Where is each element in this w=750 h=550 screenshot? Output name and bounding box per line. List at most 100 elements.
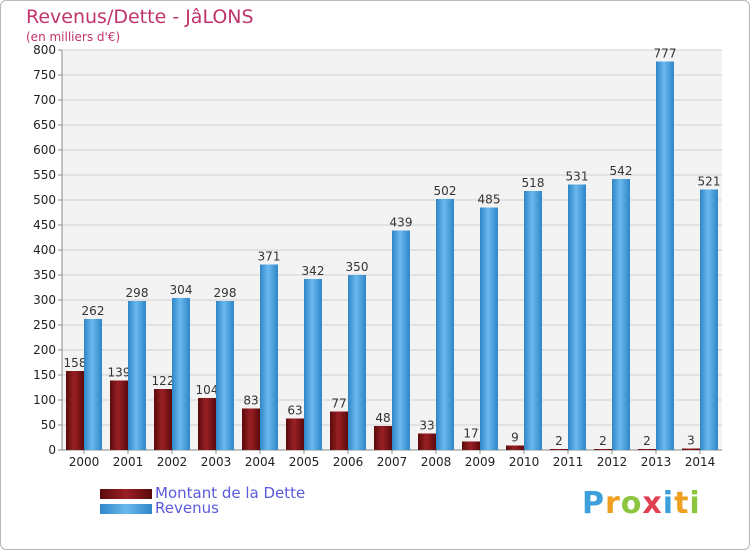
- data-label-revenus: 298: [126, 286, 149, 300]
- data-label-revenus: 777: [654, 47, 677, 61]
- logo-letter: i: [689, 486, 701, 521]
- bar-dette: [286, 418, 304, 450]
- bar-revenus: [480, 207, 498, 450]
- bar-dette: [682, 448, 700, 450]
- x-tick-label: 2009: [465, 455, 496, 469]
- data-label-revenus: 371: [258, 250, 281, 264]
- x-tick-label: 2013: [641, 455, 672, 469]
- bar-revenus: [84, 319, 102, 450]
- x-tick-label: 2014: [685, 455, 716, 469]
- y-tick-label: 400: [33, 243, 56, 257]
- x-tick-label: 2008: [421, 455, 452, 469]
- bar-dette: [330, 411, 348, 450]
- y-tick-label: 600: [33, 143, 56, 157]
- chart-legend: Montant de la Dette Revenus: [100, 486, 305, 516]
- x-tick-label: 2000: [69, 455, 100, 469]
- bar-revenus: [128, 301, 146, 450]
- logo-letter: r: [605, 486, 621, 521]
- data-label-revenus: 502: [434, 184, 457, 198]
- y-tick-label: 50: [41, 418, 56, 432]
- x-tick-label: 2010: [509, 455, 540, 469]
- logo-letter: i: [662, 486, 675, 521]
- bar-revenus: [348, 275, 366, 450]
- bar-dette: [66, 371, 84, 450]
- data-label-dette: 104: [196, 383, 219, 397]
- y-tick-label: 750: [33, 68, 56, 82]
- logo-letter: o: [620, 486, 643, 521]
- bar-revenus: [260, 264, 278, 450]
- y-tick-label: 150: [33, 368, 56, 382]
- data-label-revenus: 350: [346, 260, 369, 274]
- legend-label-dette: Montant de la Dette: [155, 484, 306, 502]
- y-tick-label: 650: [33, 118, 56, 132]
- logo-letter: t: [674, 486, 690, 521]
- bar-revenus: [392, 230, 410, 450]
- data-label-dette: 9: [511, 431, 519, 445]
- y-tick-label: 250: [33, 318, 56, 332]
- data-label-revenus: 518: [522, 176, 545, 190]
- data-label-revenus: 521: [698, 175, 721, 189]
- x-tick-label: 2007: [377, 455, 408, 469]
- x-tick-label: 2003: [201, 455, 232, 469]
- data-label-dette: 17: [463, 427, 478, 441]
- bar-dette: [198, 398, 216, 450]
- bar-revenus: [216, 301, 234, 450]
- bar-dette: [110, 380, 128, 450]
- y-tick-label: 350: [33, 268, 56, 282]
- x-tick-label: 2004: [245, 455, 276, 469]
- y-tick-label: 300: [33, 293, 56, 307]
- legend-item-dette: Montant de la Dette: [100, 486, 305, 501]
- data-label-dette: 83: [243, 394, 258, 408]
- data-label-dette: 2: [643, 434, 651, 448]
- y-tick-label: 800: [33, 43, 56, 57]
- data-label-dette: 2: [599, 434, 607, 448]
- bar-revenus: [656, 61, 674, 450]
- bar-dette: [638, 449, 656, 450]
- legend-swatch-dette: [100, 488, 152, 499]
- logo-letter: P: [582, 486, 605, 521]
- data-label-dette: 2: [555, 434, 563, 448]
- chart-subtitle: (en milliers d'€): [26, 30, 121, 44]
- bar-dette: [594, 449, 612, 450]
- bar-dette: [154, 389, 172, 450]
- data-label-dette: 63: [287, 404, 302, 418]
- y-tick-label: 200: [33, 343, 56, 357]
- bar-revenus: [172, 298, 190, 450]
- data-label-revenus: 542: [610, 164, 633, 178]
- bar-dette: [506, 445, 524, 450]
- bar-revenus: [436, 199, 454, 450]
- bar-dette: [550, 449, 568, 450]
- data-label-dette: 48: [375, 411, 390, 425]
- data-label-revenus: 439: [390, 216, 413, 230]
- x-tick-label: 2012: [597, 455, 628, 469]
- y-tick-label: 0: [48, 443, 56, 457]
- data-label-dette: 139: [108, 366, 131, 380]
- legend-item-revenus: Revenus: [100, 501, 305, 516]
- y-tick-label: 450: [33, 218, 56, 232]
- bar-dette: [242, 408, 260, 450]
- bar-dette: [418, 433, 436, 450]
- data-label-revenus: 298: [214, 286, 237, 300]
- data-label-dette: 3: [687, 434, 695, 448]
- data-label-revenus: 262: [82, 304, 105, 318]
- data-label-revenus: 531: [566, 170, 589, 184]
- data-label-dette: 77: [331, 397, 346, 411]
- bar-dette: [374, 426, 392, 450]
- data-label-revenus: 485: [478, 193, 501, 207]
- legend-swatch-revenus: [100, 503, 152, 514]
- bar-revenus: [612, 179, 630, 450]
- x-tick-label: 2005: [289, 455, 320, 469]
- bar-dette: [462, 441, 480, 450]
- y-tick-label: 550: [33, 168, 56, 182]
- bar-revenus: [304, 279, 322, 450]
- chart-title: Revenus/Dette - JâLONS: [26, 6, 254, 28]
- y-tick-label: 500: [33, 193, 56, 207]
- logo-letter: x: [642, 486, 663, 521]
- bar-revenus: [700, 189, 718, 450]
- legend-label-revenus: Revenus: [155, 499, 219, 517]
- x-tick-label: 2002: [157, 455, 188, 469]
- bar-revenus: [568, 184, 586, 450]
- data-label-dette: 33: [419, 419, 434, 433]
- x-tick-label: 2001: [113, 455, 144, 469]
